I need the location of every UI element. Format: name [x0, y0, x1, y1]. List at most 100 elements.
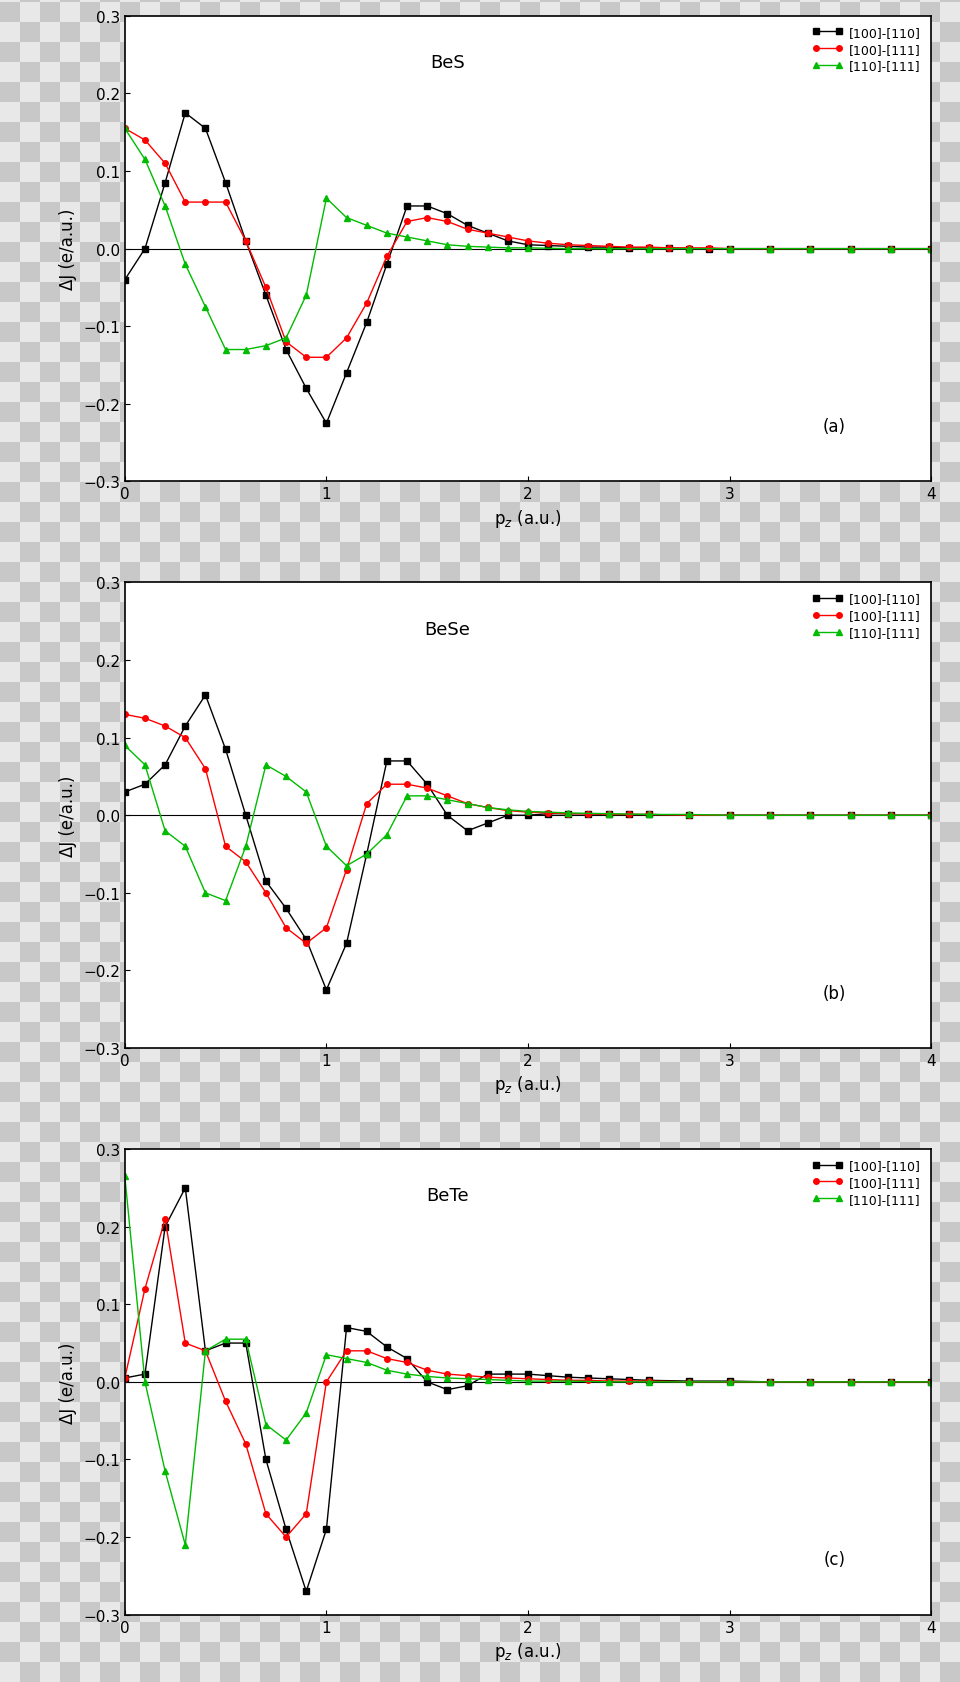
[100]-[110] [260, 1450, 272, 1470]
Bar [560, 1621, 580, 1642]
Bar [880, 703, 900, 723]
Bar [840, 503, 860, 523]
Bar [680, 383, 700, 402]
Bar [400, 1223, 420, 1243]
Bar [40, 903, 60, 922]
Bar [680, 543, 700, 563]
Bar [840, 822, 860, 843]
Bar [0, 1462, 20, 1482]
Bar [640, 463, 660, 483]
Bar [180, 204, 200, 224]
Bar [600, 62, 620, 82]
Bar [840, 383, 860, 402]
Bar [940, 363, 960, 383]
Bar [860, 1642, 880, 1662]
Bar [400, 1023, 420, 1043]
[110]-[111] [603, 804, 614, 824]
Bar [480, 582, 500, 602]
Bar [620, 1122, 640, 1142]
Bar [240, 1182, 260, 1203]
Bar [780, 1243, 800, 1262]
Bar [860, 1043, 880, 1063]
[100]-[110] [563, 237, 574, 257]
Bar [500, 1082, 520, 1102]
[110]-[111] [119, 1166, 131, 1186]
Bar [240, 1383, 260, 1403]
Bar [880, 1342, 900, 1362]
Bar [20, 602, 40, 622]
Bar [120, 183, 140, 204]
Text: (c): (c) [824, 1551, 846, 1568]
Bar [780, 563, 800, 582]
Bar [200, 262, 220, 283]
Bar [180, 163, 200, 183]
Bar [280, 343, 300, 363]
[100]-[110] [724, 806, 735, 826]
Bar [300, 163, 320, 183]
Bar [100, 442, 120, 463]
Bar [500, 283, 520, 303]
Bar [780, 843, 800, 863]
[100]-[111] [119, 1367, 131, 1388]
Bar [860, 883, 880, 903]
Bar [300, 82, 320, 103]
Bar [140, 1122, 160, 1142]
Bar [40, 543, 60, 563]
Bar [100, 1601, 120, 1621]
Bar [500, 602, 520, 622]
Bar [900, 1043, 920, 1063]
Bar [40, 822, 60, 843]
[100]-[111] [401, 1352, 413, 1373]
Bar [760, 1142, 780, 1162]
Bar [860, 44, 880, 62]
Bar [500, 1322, 520, 1342]
Bar [380, 1043, 400, 1063]
Bar [860, 1362, 880, 1383]
[110]-[111] [442, 1367, 453, 1388]
Bar [740, 802, 760, 822]
Bar [740, 1082, 760, 1102]
Bar [600, 1383, 620, 1403]
Bar [80, 742, 100, 762]
Bar [920, 103, 940, 123]
Bar [100, 1282, 120, 1302]
Bar [820, 1002, 840, 1023]
Bar [900, 922, 920, 942]
Bar [400, 1462, 420, 1482]
Bar [880, 1662, 900, 1682]
Bar [100, 962, 120, 982]
Bar [780, 1282, 800, 1302]
Bar [760, 62, 780, 82]
Bar [520, 343, 540, 363]
Bar [180, 1043, 200, 1063]
Bar [340, 683, 360, 703]
Bar [420, 283, 440, 303]
Bar [100, 1403, 120, 1423]
Bar [660, 883, 680, 903]
Bar [640, 1423, 660, 1441]
Bar [540, 1162, 560, 1182]
Bar [480, 24, 500, 44]
Bar [840, 782, 860, 802]
Bar [420, 723, 440, 742]
Bar [800, 1462, 820, 1482]
Bar [800, 303, 820, 323]
Bar [500, 1203, 520, 1223]
[100]-[110] [684, 1371, 695, 1391]
Bar [60, 1082, 80, 1102]
Bar [840, 1023, 860, 1043]
Bar [20, 1642, 40, 1662]
Bar [720, 1023, 740, 1043]
Bar [340, 1522, 360, 1542]
Bar [760, 543, 780, 563]
Bar [620, 962, 640, 982]
Bar [620, 602, 640, 622]
Bar [180, 1122, 200, 1142]
Bar [460, 802, 480, 822]
Bar [860, 483, 880, 503]
[110]-[111] [804, 1373, 816, 1393]
Bar [860, 523, 880, 543]
Bar [700, 1002, 720, 1023]
[100]-[110] [260, 286, 272, 306]
Bar [380, 883, 400, 903]
